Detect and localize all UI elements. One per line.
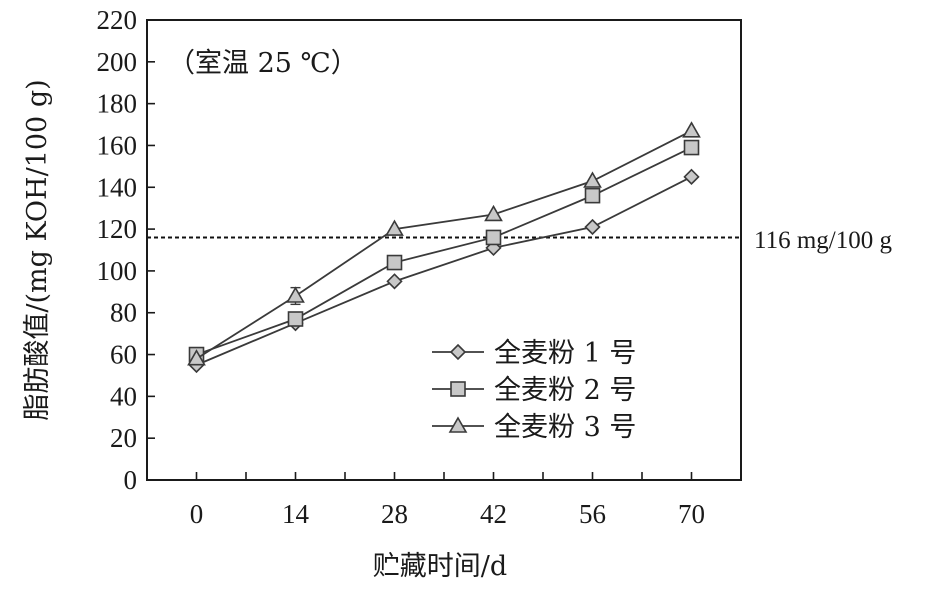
data-point	[386, 254, 403, 271]
reference-line-label: 116 mg/100 g	[754, 227, 892, 254]
series-2	[188, 139, 700, 363]
series-line	[196, 176, 692, 366]
series-3	[187, 121, 701, 366]
series-group	[187, 121, 701, 374]
y-tick-label: 60	[110, 340, 137, 370]
temperature-note: （室温 25 ℃）	[168, 48, 358, 79]
x-tick-label: 70	[678, 499, 705, 529]
data-point	[385, 219, 404, 236]
data-point	[287, 311, 304, 327]
y-tick-label: 0	[124, 465, 138, 495]
x-tick-label: 14	[282, 499, 310, 529]
series-line	[196, 130, 692, 360]
legend-label: 全麦粉 3 号	[494, 412, 636, 443]
y-axis: 0 20 40 60 80 100 120 140 160 180 200 220	[97, 5, 155, 495]
y-tick-label: 200	[97, 47, 138, 77]
data-point	[485, 229, 502, 246]
data-point	[583, 171, 602, 188]
x-axis: 0 14 28 42 56 70	[146, 472, 742, 529]
y-tick-label: 160	[97, 130, 138, 160]
y-axis-title: 脂肪酸值/(mg KOH/100 g)	[22, 79, 53, 420]
y-tick-label: 80	[110, 298, 137, 328]
data-point	[386, 273, 403, 290]
data-point	[683, 139, 700, 156]
y-tick-label: 140	[97, 172, 138, 202]
data-point	[286, 286, 305, 303]
legend-item-3: 全麦粉 3 号	[432, 412, 636, 443]
data-point	[584, 187, 601, 204]
legend-item-1: 全麦粉 1 号	[432, 338, 636, 369]
y-tick-label: 20	[110, 423, 137, 453]
x-axis-title: 贮藏时间/d	[373, 551, 507, 582]
x-tick-label: 0	[190, 499, 204, 529]
data-point	[683, 168, 700, 185]
x-tick-label: 56	[579, 499, 606, 529]
data-point	[584, 218, 601, 236]
legend-marker	[450, 381, 466, 397]
legend-marker	[449, 343, 467, 361]
legend-label: 全麦粉 2 号	[494, 375, 636, 406]
y-tick-label: 180	[97, 89, 138, 119]
legend-label: 全麦粉 1 号	[494, 338, 636, 369]
y-tick-label: 100	[97, 256, 138, 286]
series-line	[196, 146, 692, 356]
y-tick-label: 220	[97, 5, 138, 35]
data-point	[187, 349, 206, 366]
x-tick-label: 28	[381, 499, 408, 529]
data-point	[484, 204, 503, 222]
legend-item-2: 全麦粉 2 号	[432, 375, 636, 406]
data-point	[682, 121, 701, 138]
legend-marker	[448, 416, 468, 433]
y-tick-label: 120	[97, 214, 138, 244]
y-tick-label: 40	[110, 381, 137, 411]
x-tick-label: 42	[480, 499, 507, 529]
